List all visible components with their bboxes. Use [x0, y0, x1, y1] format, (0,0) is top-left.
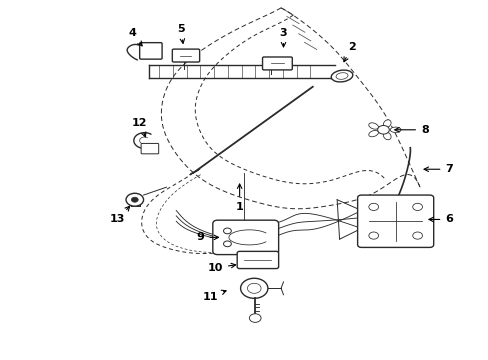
Text: 10: 10 — [207, 263, 235, 273]
Text: 5: 5 — [177, 24, 184, 43]
Circle shape — [368, 203, 378, 211]
Ellipse shape — [383, 132, 390, 140]
Text: 2: 2 — [343, 42, 355, 62]
Circle shape — [412, 232, 422, 239]
Circle shape — [240, 278, 267, 298]
Circle shape — [223, 228, 231, 234]
Circle shape — [131, 197, 138, 202]
Circle shape — [249, 314, 261, 322]
Text: 13: 13 — [110, 206, 129, 224]
FancyBboxPatch shape — [172, 49, 199, 62]
Circle shape — [377, 126, 388, 134]
Text: 12: 12 — [132, 118, 147, 137]
Circle shape — [247, 283, 261, 293]
Circle shape — [223, 241, 231, 247]
Circle shape — [412, 203, 422, 211]
Text: 11: 11 — [202, 290, 225, 302]
Text: 4: 4 — [128, 28, 142, 46]
Circle shape — [368, 232, 378, 239]
Text: 3: 3 — [279, 28, 287, 47]
Circle shape — [126, 193, 143, 206]
Ellipse shape — [335, 73, 347, 79]
Ellipse shape — [389, 127, 400, 132]
Ellipse shape — [368, 123, 378, 129]
Text: 9: 9 — [196, 232, 218, 242]
Text: 1: 1 — [235, 184, 243, 212]
Ellipse shape — [383, 120, 390, 127]
FancyBboxPatch shape — [262, 57, 292, 70]
Text: 6: 6 — [428, 215, 452, 224]
FancyBboxPatch shape — [212, 220, 278, 255]
FancyBboxPatch shape — [141, 143, 158, 154]
Ellipse shape — [368, 130, 378, 137]
FancyBboxPatch shape — [237, 251, 278, 269]
Text: 7: 7 — [423, 164, 452, 174]
FancyBboxPatch shape — [140, 42, 162, 59]
Ellipse shape — [330, 70, 352, 82]
Text: 8: 8 — [394, 125, 428, 135]
FancyBboxPatch shape — [357, 195, 433, 247]
